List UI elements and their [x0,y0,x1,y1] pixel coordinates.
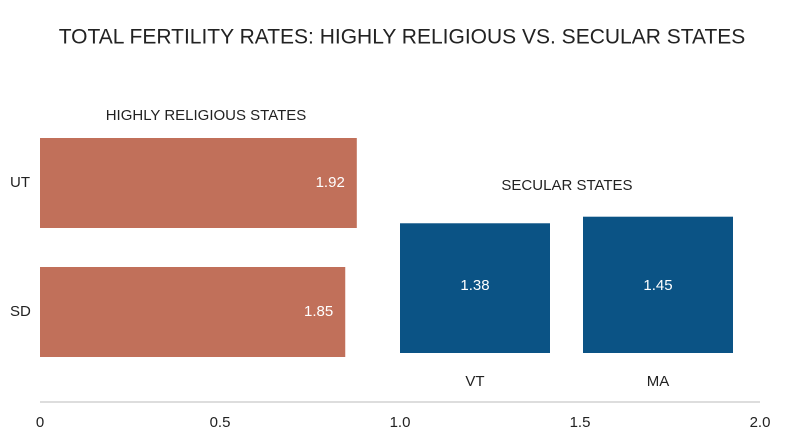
category-label: VT [465,373,484,390]
category-label: MA [647,373,670,390]
bar [40,138,357,228]
x-tick-label: 1.5 [570,414,591,431]
value-label: 1.85 [304,303,333,320]
x-tick-label: 1.0 [390,414,411,431]
value-label: 1.45 [643,277,672,294]
panel-title: SECULAR STATES [501,177,632,194]
category-label: SD [10,303,31,320]
category-label: UT [10,174,30,191]
value-label: 1.92 [316,174,345,191]
bar [400,223,550,353]
chart-title: TOTAL FERTILITY RATES: HIGHLY RELIGIOUS … [59,26,746,49]
panel-title: HIGHLY RELIGIOUS STATES [106,107,307,124]
x-tick-label: 0 [36,414,44,431]
value-label: 1.38 [460,277,489,294]
bar [583,216,733,353]
bar [40,267,346,357]
x-tick-label: 2.0 [750,414,771,431]
x-tick-label: 0.5 [210,414,231,431]
